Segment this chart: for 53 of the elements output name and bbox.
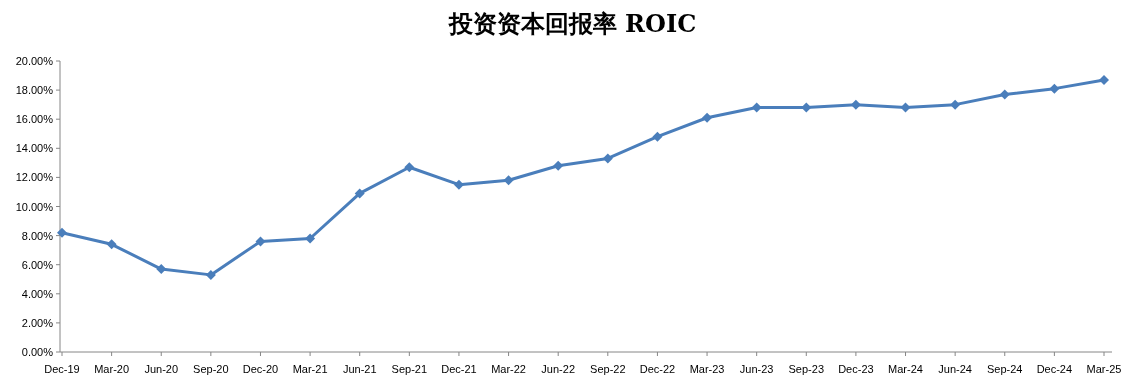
x-tick-label: Sep-21 [391, 363, 428, 375]
point [354, 188, 365, 199]
x-tick-label: Mar-21 [292, 363, 328, 375]
point [850, 99, 861, 110]
x-tick-label: Dec-19 [44, 363, 80, 375]
y-tick-label: 8.00% [21, 229, 54, 242]
point [702, 112, 713, 123]
y-tick-label: 2.00% [21, 316, 54, 329]
x-tick-label: Mar-24 [888, 363, 923, 375]
x-tick-label: Jun-23 [739, 363, 774, 375]
point [503, 175, 514, 186]
x-tick-label: Sep-23 [788, 363, 825, 375]
x-tick-label: Jun-21 [342, 363, 377, 375]
point [205, 269, 216, 280]
x-tick-label: Sep-20 [193, 363, 229, 375]
x-tick-label: Dec-22 [639, 363, 676, 375]
x-tick-label: Mar-20 [94, 363, 130, 375]
point [57, 227, 67, 238]
point [255, 236, 266, 247]
x-tick-label: Sep-24 [987, 363, 1023, 375]
x-tick-label: Sep-22 [590, 363, 626, 375]
point [106, 239, 117, 250]
y-tick-label: 18.00% [15, 84, 54, 97]
point [602, 153, 613, 164]
x-tick-label: Dec-24 [1036, 363, 1073, 375]
point [453, 179, 464, 190]
x-tick-label: Dec-20 [242, 363, 279, 375]
x-tick-label: Jun-24 [938, 363, 972, 375]
y-tick-label: 0.00% [21, 346, 54, 358]
chart-title: 投资资本回报率 ROIC [447, 9, 697, 38]
y-tick-label: 14.00% [15, 142, 54, 155]
point [652, 131, 663, 142]
point [1049, 83, 1060, 94]
point [1099, 74, 1109, 85]
x-tick-label: Dec-21 [441, 363, 477, 375]
point [305, 233, 316, 244]
y-tick-label: 4.00% [21, 287, 54, 300]
x-tick-label: Jun-20 [144, 363, 179, 375]
point [999, 89, 1010, 100]
x-tick-label: Dec-23 [838, 363, 874, 375]
y-tick-label: 6.00% [21, 258, 54, 271]
x-tick-label: Mar-25 [1086, 363, 1122, 375]
x-tick-label: Mar-22 [491, 363, 526, 375]
point [900, 102, 911, 113]
point [950, 99, 961, 110]
y-tick-label: 12.00% [15, 171, 54, 184]
y-tick-label: 20.00% [15, 55, 54, 67]
y-tick-label: 10.00% [15, 200, 54, 213]
x-tick-label: Mar-23 [689, 363, 725, 375]
y-tick-label: 16.00% [15, 113, 54, 126]
point [553, 160, 564, 171]
point [404, 162, 415, 173]
x-tick-label: Jun-22 [541, 363, 576, 375]
